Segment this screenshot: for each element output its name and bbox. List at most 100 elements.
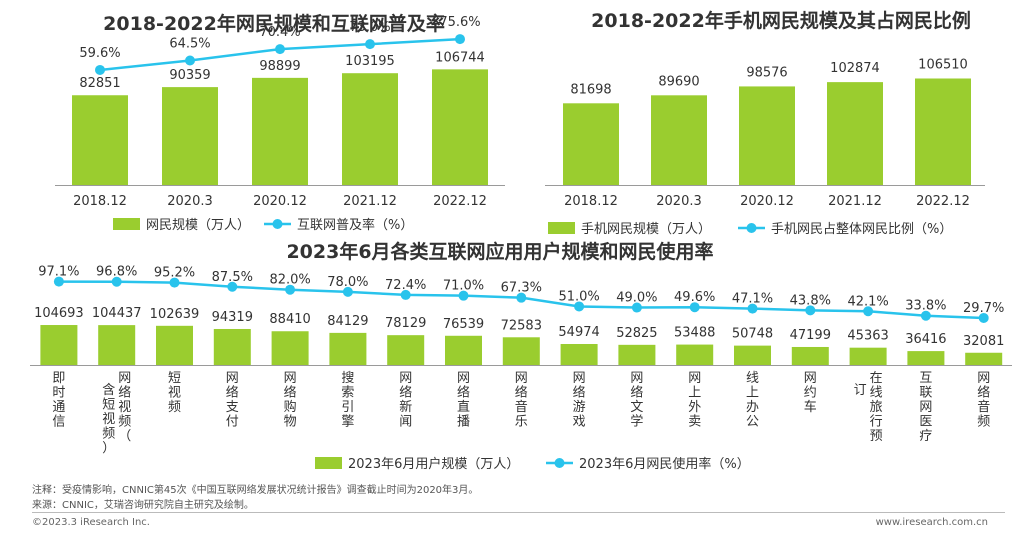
legend-bar-swatch xyxy=(548,222,575,234)
bar-value-label: 90359 xyxy=(169,68,210,83)
line-value-label: 75.6% xyxy=(439,15,480,30)
x-tick-label: 2021.12 xyxy=(343,194,397,209)
line-point xyxy=(365,39,375,50)
line-point xyxy=(285,284,296,295)
line-value-label: 42.1% xyxy=(847,294,888,309)
footnote: 注释：受疫情影响，CNNIC第45次《中国互联网络发展状况统计报告》调查截止时间… xyxy=(32,485,479,496)
x-tick-label: 网络游戏 xyxy=(573,371,586,430)
legend-bar-swatch xyxy=(315,457,342,469)
line-point xyxy=(574,301,585,312)
bar xyxy=(734,345,771,365)
bar xyxy=(387,335,425,365)
bar xyxy=(156,325,193,365)
bar xyxy=(965,352,1003,365)
source-note: 来源：CNNIC，艾瑞咨询研究院自主研究及绘制。 xyxy=(32,500,254,511)
line-value-label: 97.1% xyxy=(38,265,79,280)
line-value-label: 72.4% xyxy=(385,278,426,293)
x-tick-label: 搜索引擎 xyxy=(341,371,354,430)
legend-bar-label: 手机网民规模（万人） xyxy=(581,222,711,237)
bar-value-label: 45363 xyxy=(847,329,888,344)
x-tick-label: 网络文学 xyxy=(630,371,643,430)
x-tick-label: 2020.12 xyxy=(253,194,307,209)
bar-value-label: 54974 xyxy=(558,325,599,340)
bar-value-label: 102874 xyxy=(830,61,880,76)
bar-value-label: 102639 xyxy=(150,307,200,322)
x-tick-label: 2020.3 xyxy=(656,194,702,209)
bar xyxy=(432,69,488,185)
line-point xyxy=(689,302,700,313)
legend-bar-label: 2023年6月用户规模（万人） xyxy=(348,456,519,472)
x-tick-label: 2022.12 xyxy=(916,194,970,209)
x-tick-label: 2018.12 xyxy=(564,194,618,209)
line-point xyxy=(458,290,469,301)
bar xyxy=(563,103,619,185)
bar-value-label: 47199 xyxy=(790,328,831,343)
line-point xyxy=(400,289,411,300)
x-tick-label: 网络音频 xyxy=(977,371,990,430)
bar xyxy=(907,351,945,365)
x-tick-label: 2021.12 xyxy=(828,194,882,209)
bar xyxy=(827,82,883,185)
copyright: ©2023.3 iResearch Inc. xyxy=(32,517,150,528)
bar xyxy=(560,344,598,365)
bar-value-label: 88410 xyxy=(269,312,310,327)
bar xyxy=(98,325,136,365)
legend-line-label: 手机网民占整体网民比例（%） xyxy=(771,222,952,237)
line-point xyxy=(805,305,816,316)
bar xyxy=(849,347,887,365)
bar xyxy=(252,77,308,185)
bar-value-label: 82851 xyxy=(79,76,120,91)
bar-value-label: 84129 xyxy=(327,314,368,329)
bar xyxy=(271,331,309,365)
line-point xyxy=(95,64,105,75)
line-point xyxy=(169,277,180,288)
x-tick-label: 短视频 xyxy=(168,371,181,415)
line-value-label: 87.5% xyxy=(212,270,253,285)
bar-value-label: 104437 xyxy=(92,306,142,321)
line-value-label: 51.0% xyxy=(558,289,599,304)
line-value-label: 49.6% xyxy=(674,290,715,305)
bar xyxy=(162,87,218,185)
line-value-label: 67.3% xyxy=(501,281,542,296)
chart-title: 2018-2022年网民规模和互联网普及率 xyxy=(103,12,445,35)
bar-value-label: 53488 xyxy=(674,326,715,341)
bar xyxy=(651,95,707,185)
bar xyxy=(72,95,128,185)
line-point xyxy=(631,302,642,313)
bar xyxy=(342,73,398,185)
bar-value-label: 98576 xyxy=(746,65,787,80)
bar xyxy=(739,86,795,185)
line-point xyxy=(516,292,527,303)
x-tick-label: 2020.12 xyxy=(740,194,794,209)
line-value-label: 59.6% xyxy=(79,46,120,61)
line-value-label: 73.0% xyxy=(349,20,390,35)
x-tick-label: 网络新闻 xyxy=(399,371,412,430)
line-value-label: 64.5% xyxy=(169,37,210,52)
line-value-label: 78.0% xyxy=(327,275,368,290)
legend-bar-swatch xyxy=(113,218,140,230)
bar-value-label: 106744 xyxy=(435,50,485,65)
line-value-label: 33.8% xyxy=(905,299,946,314)
x-tick-label: 网络直播 xyxy=(457,371,470,430)
bar xyxy=(618,344,656,365)
x-tick-label: 2022.12 xyxy=(433,194,487,209)
bar-value-label: 81698 xyxy=(570,82,611,97)
bar-value-label: 106510 xyxy=(918,57,968,72)
bar-value-label: 103195 xyxy=(345,54,395,69)
bar-value-label: 76539 xyxy=(443,317,484,332)
bar-value-label: 36416 xyxy=(905,332,946,347)
legend-bar-label: 网民规模（万人） xyxy=(146,218,250,233)
legend-line-label: 互联网普及率（%） xyxy=(297,217,413,233)
line-point xyxy=(342,286,353,297)
bar-value-label: 52825 xyxy=(616,326,657,341)
bar-value-label: 72583 xyxy=(501,318,542,333)
x-tick-label: 网约车 xyxy=(804,371,817,415)
x-tick-label: 在线旅行预订 xyxy=(854,371,883,444)
legend-line-marker xyxy=(554,458,565,468)
line-point xyxy=(455,34,465,45)
line-point xyxy=(863,306,874,317)
bar xyxy=(915,78,971,185)
x-tick-label: 互联网医疗 xyxy=(919,371,932,444)
bar xyxy=(791,346,829,365)
